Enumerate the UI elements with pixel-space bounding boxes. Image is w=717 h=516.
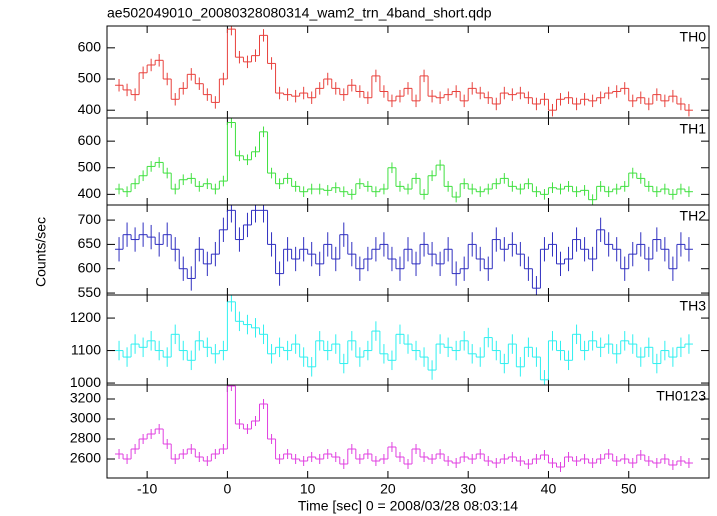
y-tick-label: 500: [78, 70, 102, 86]
series: [115, 295, 693, 385]
y-tick-label: 400: [78, 101, 102, 117]
x-tick-label: 40: [541, 481, 557, 497]
y-tick-label: 600: [78, 259, 102, 275]
y-tick-label: 500: [78, 158, 102, 174]
series: [115, 385, 693, 472]
panel-label: TH2: [680, 208, 707, 224]
x-tick-label: 0: [224, 481, 232, 497]
figure-title: ae502049010_20080328080314_wam2_trn_4ban…: [107, 5, 492, 21]
y-tick-label: 3000: [70, 410, 101, 426]
panel-label: TH0: [680, 29, 707, 45]
x-tick-label: 30: [460, 481, 476, 497]
x-tick-label: -10: [137, 481, 157, 497]
panel-label: TH1: [680, 121, 707, 137]
y-tick-label: 700: [78, 211, 102, 227]
y-tick-label: 600: [78, 39, 102, 55]
series: [115, 118, 693, 205]
series: [115, 26, 693, 117]
x-axis-label: Time [sec] 0 = 2008/03/28 08:03:14: [298, 498, 518, 514]
y-tick-label: 600: [78, 132, 102, 148]
y-tick-label: 650: [78, 235, 102, 251]
y-tick-label: 1100: [71, 341, 101, 357]
y-tick-label: 2600: [70, 450, 101, 466]
x-tick-label: 50: [621, 481, 637, 497]
y-tick-label: 1000: [70, 374, 101, 390]
series: [115, 205, 693, 295]
x-tick-label: 10: [300, 481, 316, 497]
x-tick-label: 20: [380, 481, 396, 497]
panel-label: TH0123: [656, 388, 706, 404]
y-tick-label: 2800: [70, 430, 101, 446]
panel-label: TH3: [680, 298, 707, 314]
panel-frame: [106, 25, 710, 119]
y-tick-label: 1200: [70, 309, 101, 325]
y-tick-label: 550: [78, 284, 102, 300]
y-tick-label: 400: [78, 185, 102, 201]
y-tick-label: 3200: [70, 390, 101, 406]
y-axis-label: Counts/sec: [33, 217, 49, 287]
panel-frame: [106, 384, 710, 479]
